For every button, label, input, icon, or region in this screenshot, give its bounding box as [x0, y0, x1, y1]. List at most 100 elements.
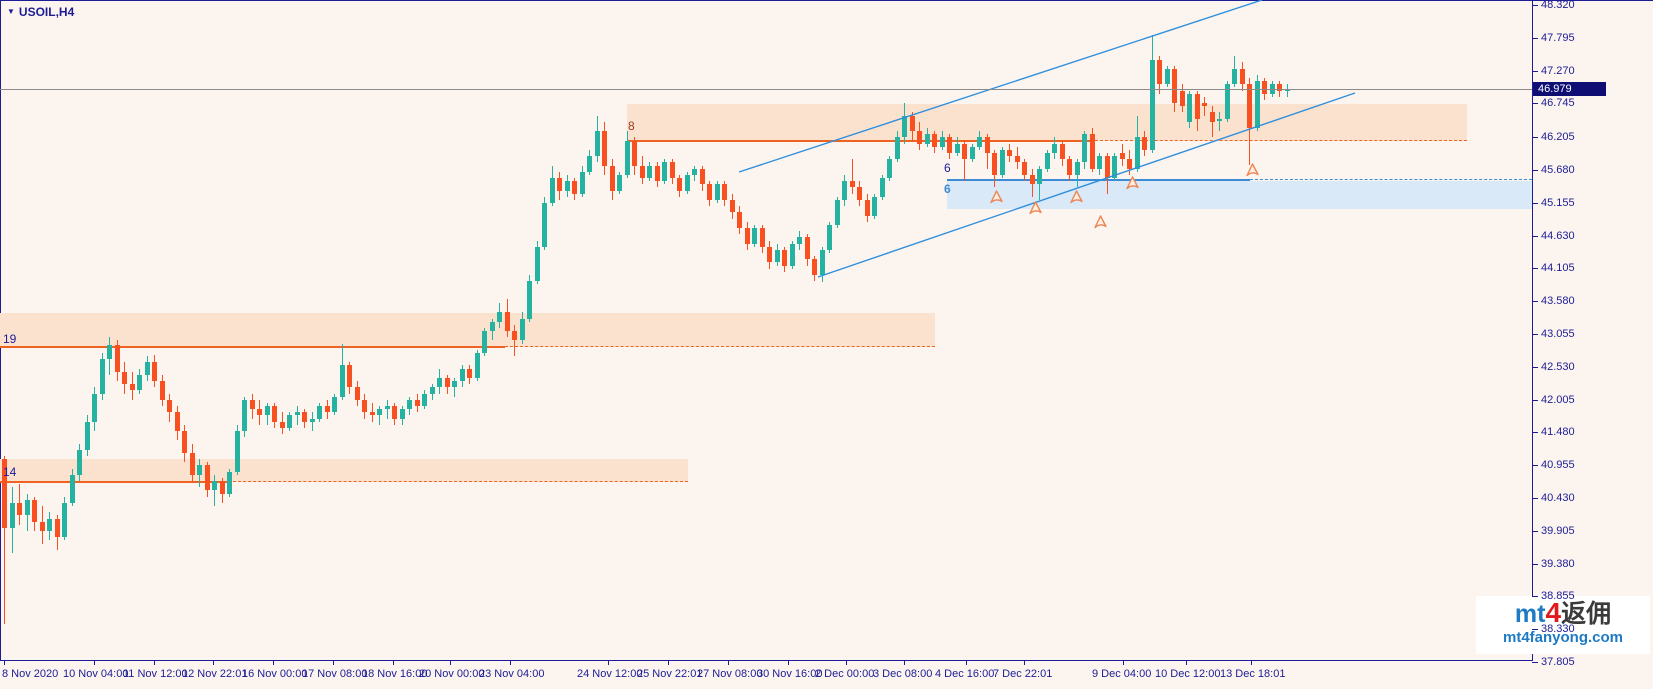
chart-area[interactable]: ▼ USOIL,H4 19 14 8 6 6	[0, 0, 1532, 661]
supply-zone[interactable]	[627, 104, 1467, 141]
candle	[1120, 153, 1125, 159]
candle	[317, 406, 322, 419]
candle	[1262, 81, 1267, 94]
candle	[715, 184, 720, 200]
candle	[842, 181, 847, 200]
demand-zone[interactable]	[947, 181, 1532, 209]
candle	[535, 247, 540, 281]
symbol-label: ▼ USOIL,H4	[7, 5, 74, 19]
candle	[805, 237, 810, 259]
candle	[1240, 69, 1245, 84]
candle	[985, 137, 990, 153]
candle	[152, 362, 157, 381]
time-tick-label: 20 Nov 00:00	[419, 668, 485, 680]
candle	[175, 412, 180, 431]
candle	[325, 406, 330, 412]
candle	[400, 409, 405, 419]
time-tick-mark	[4, 661, 5, 665]
candle	[775, 250, 780, 262]
candle	[527, 281, 532, 319]
time-tick-mark	[393, 661, 394, 665]
candle	[475, 353, 480, 378]
zone-price-line[interactable]	[947, 179, 1250, 181]
trendline[interactable]	[738, 0, 1263, 173]
time-tick-label: 23 Nov 04:00	[479, 668, 545, 680]
zone-price-line-dashed[interactable]	[228, 481, 688, 482]
price-tick-label: 37.805	[1541, 656, 1575, 668]
price-tick-label: 39.905	[1541, 525, 1575, 537]
time-tick-label: 12 Nov 22:01	[182, 668, 248, 680]
candle	[482, 331, 487, 353]
candle	[520, 319, 525, 340]
time-tick-label: 4 Dec 16:00	[935, 668, 995, 680]
candle-wick	[852, 159, 853, 194]
candle	[1037, 169, 1042, 184]
time-tick-mark	[1186, 661, 1187, 665]
zone-price-line-dashed[interactable]	[505, 346, 935, 347]
price-tick-mark	[1532, 203, 1538, 204]
time-tick-mark	[904, 661, 905, 665]
candle	[707, 184, 712, 200]
candle	[1210, 112, 1215, 122]
candle	[572, 181, 577, 194]
price-tick-mark	[1532, 564, 1538, 565]
candle	[1195, 94, 1200, 119]
candle	[490, 322, 495, 331]
candle	[340, 365, 345, 397]
candle-wick	[4, 456, 5, 624]
candle-wick	[214, 475, 215, 506]
price-tick-mark	[1532, 268, 1538, 269]
price-tick-mark	[1532, 103, 1538, 104]
current-price-line	[0, 89, 1532, 90]
time-tick-label: 8 Nov 2020	[2, 668, 59, 680]
time-tick-mark	[333, 661, 334, 665]
candle	[272, 406, 277, 422]
candle	[940, 137, 945, 147]
price-tick-label: 44.105	[1541, 262, 1575, 274]
trend-channel[interactable]	[0, 0, 1532, 661]
candle	[1202, 103, 1207, 106]
time-tick-mark	[1251, 661, 1252, 665]
zone-price-line[interactable]	[627, 140, 1090, 142]
trendline[interactable]	[817, 92, 1356, 278]
candle	[640, 166, 645, 178]
zone-price-line-dashed[interactable]	[1090, 140, 1467, 141]
candle	[505, 312, 510, 331]
zone-price-line[interactable]	[0, 481, 228, 483]
candle	[737, 212, 742, 228]
price-tick-mark	[1532, 137, 1538, 138]
candle	[587, 156, 592, 172]
zone-price-line-dashed[interactable]	[1250, 179, 1532, 180]
watermark-cn: 返佣	[1561, 600, 1612, 628]
candle-wick	[454, 378, 455, 397]
candle	[377, 409, 382, 415]
time-tick-label: 27 Nov 08:00	[697, 668, 763, 680]
current-price-badge: 46.979	[1533, 82, 1606, 96]
signal-arrow-icon	[989, 190, 1004, 209]
candle	[130, 384, 135, 390]
dropdown-triangle-icon[interactable]: ▼	[7, 7, 15, 16]
candle	[1217, 119, 1222, 121]
price-tick-mark	[1532, 236, 1538, 237]
candle	[700, 169, 705, 184]
supply-zone[interactable]	[0, 313, 935, 347]
candle	[1052, 144, 1057, 153]
candle	[812, 259, 817, 275]
candle	[407, 400, 412, 409]
supply-zone[interactable]	[0, 459, 688, 482]
candle	[220, 481, 225, 494]
candle	[1097, 156, 1102, 169]
signal-arrow-icon	[1245, 163, 1260, 182]
candle	[820, 250, 825, 275]
candle	[1172, 69, 1177, 103]
zone-label: 6	[944, 161, 951, 175]
time-tick-mark	[1024, 661, 1025, 665]
candle	[1075, 162, 1080, 175]
zone-label: 14	[3, 465, 17, 479]
time-tick-label: 9 Dec 04:00	[1092, 668, 1152, 680]
zone-price-line[interactable]	[0, 346, 505, 348]
candle	[1007, 150, 1012, 156]
candle	[160, 381, 165, 400]
price-tick-mark	[1532, 629, 1538, 630]
candle	[70, 475, 75, 503]
